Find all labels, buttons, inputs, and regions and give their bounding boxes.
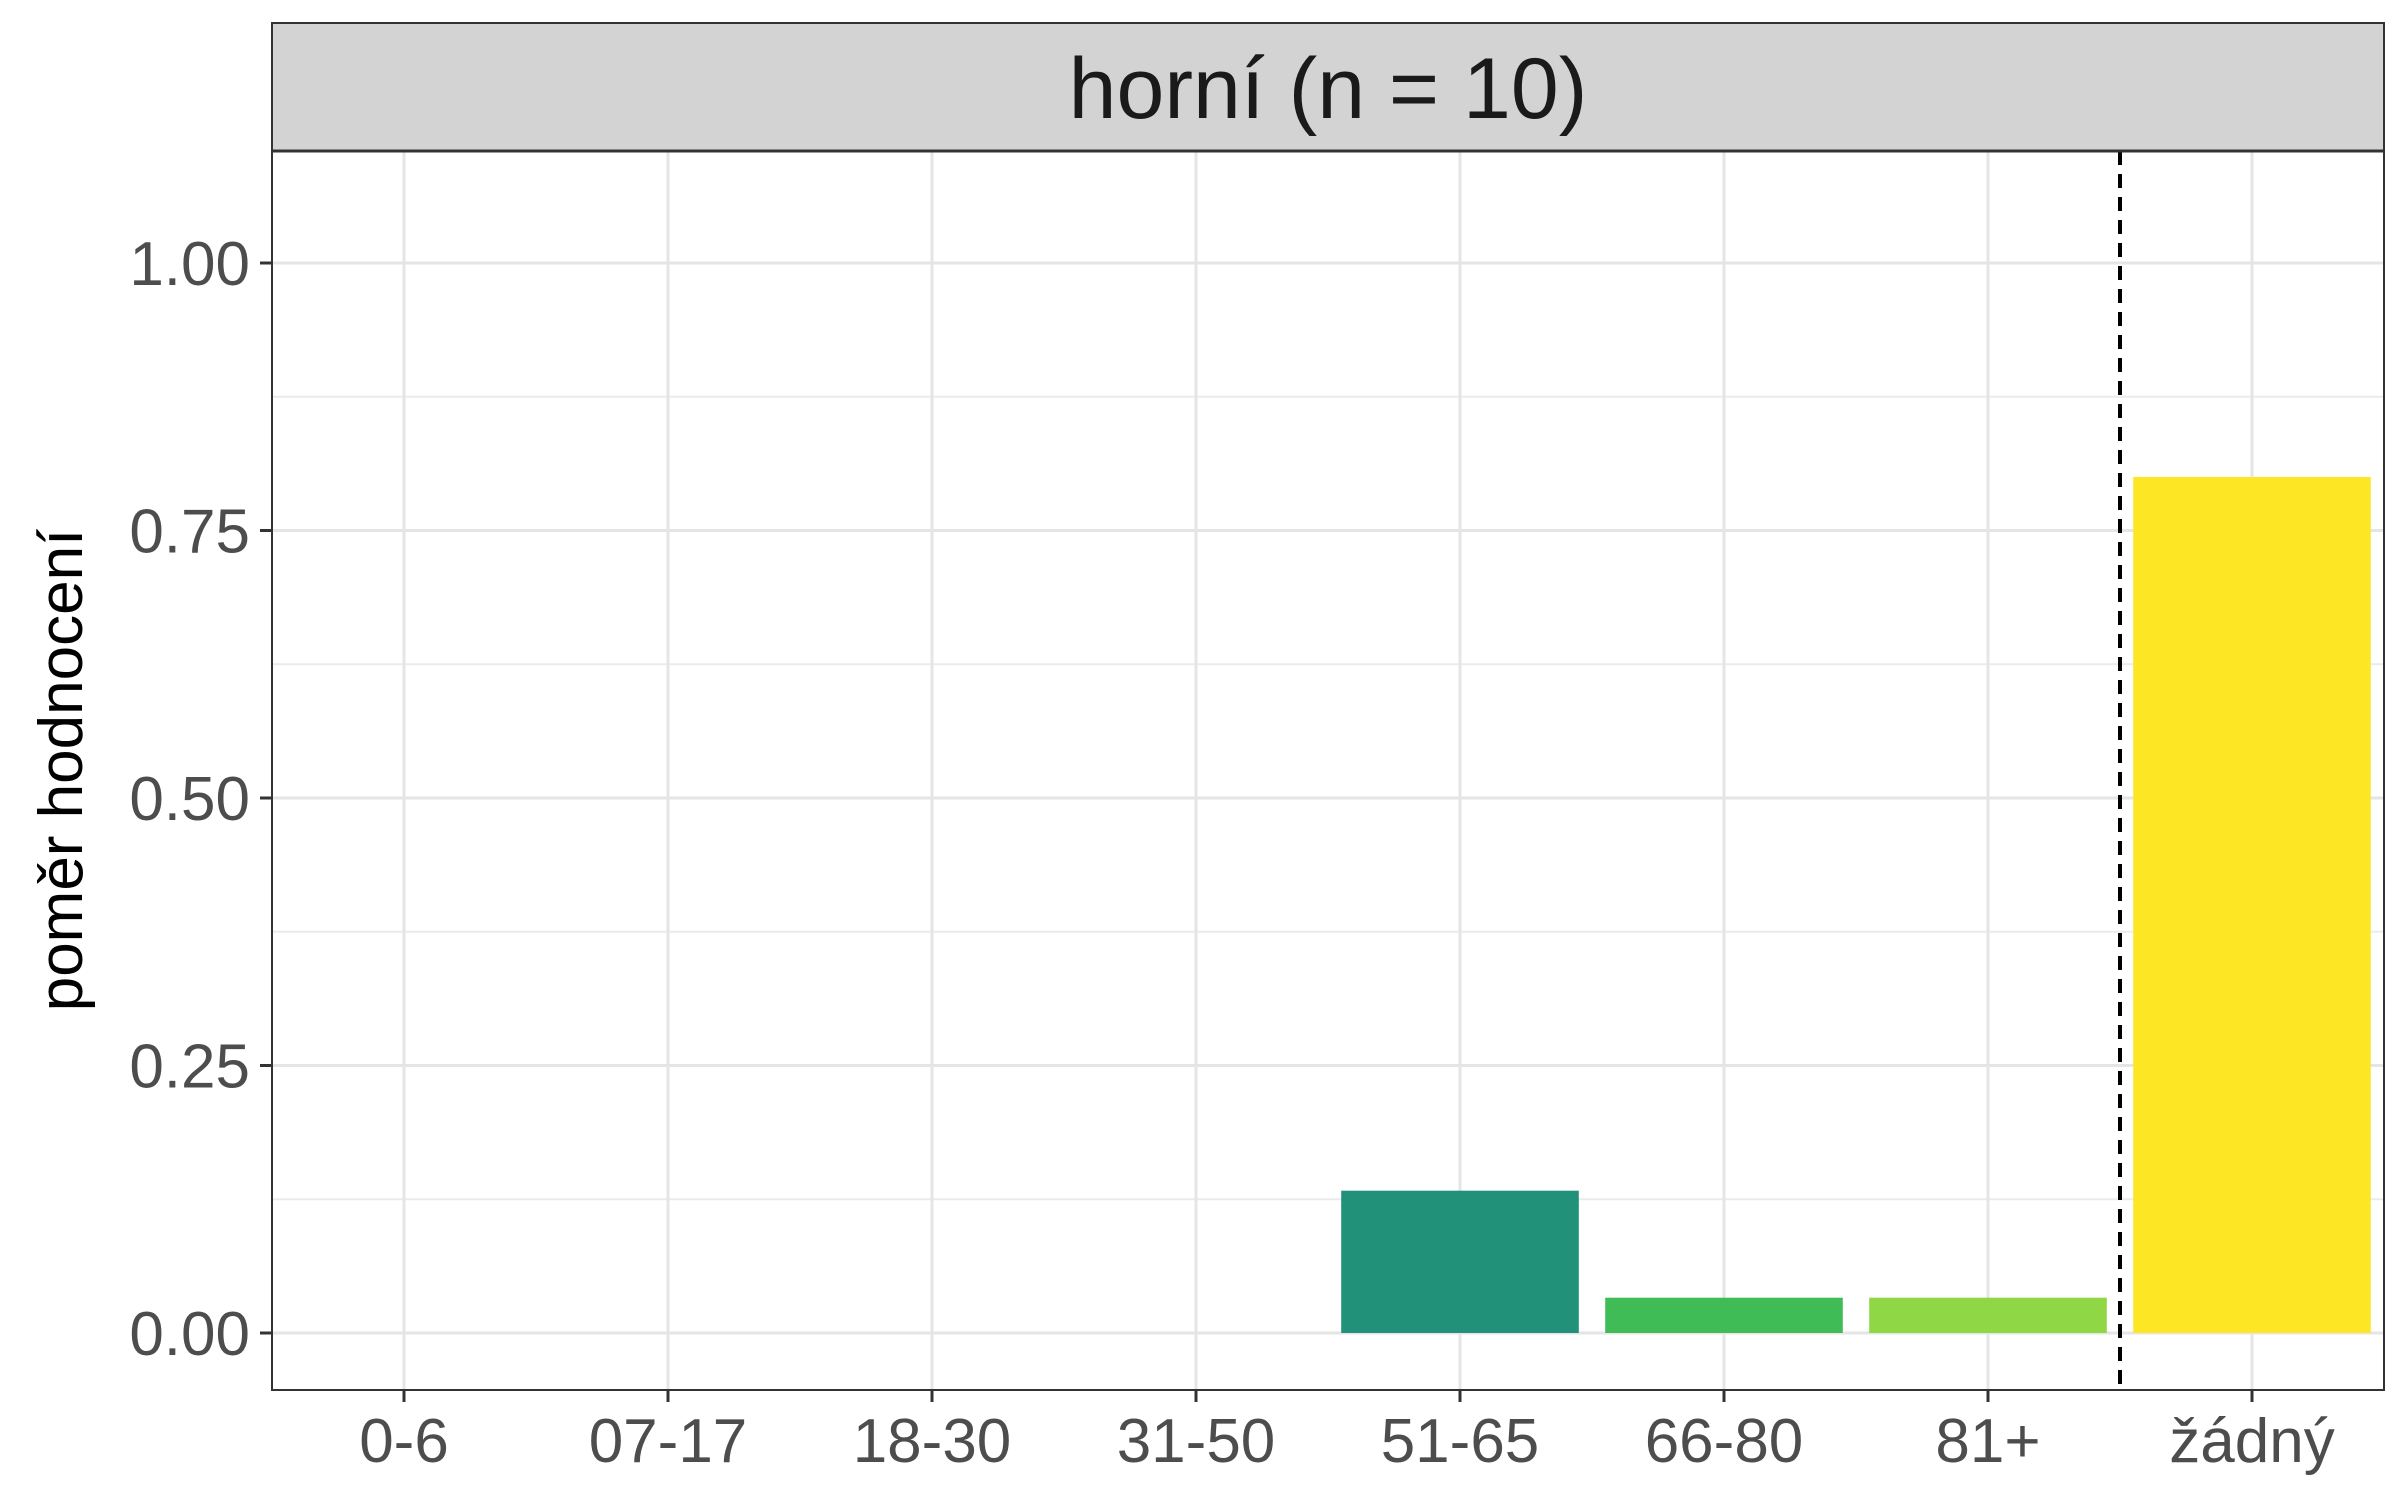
- facet-strip: [271, 22, 2385, 152]
- x-tick-label: 51-65: [1381, 1407, 1540, 1476]
- plot-panel: [272, 151, 2384, 1390]
- x-tick-label: 18-30: [853, 1407, 1012, 1476]
- x-tick-label: 31-50: [1117, 1407, 1276, 1476]
- facet-strip-label: horní (n = 10): [1069, 41, 1588, 137]
- x-tick-label: 66-80: [1645, 1407, 1804, 1476]
- bar-66-80: [1605, 1297, 1843, 1333]
- y-tick-label: 0.25: [129, 1033, 250, 1102]
- bars: [1341, 477, 2371, 1333]
- y-tick-label: 0.75: [129, 498, 250, 567]
- bar-51-65: [1341, 1190, 1579, 1333]
- x-tick-label: žádný: [2169, 1407, 2334, 1476]
- x-tick-label: 0-6: [359, 1407, 449, 1476]
- gridlines: [272, 151, 2384, 1390]
- x-tick-label: 07-17: [589, 1407, 748, 1476]
- y-tick-label: 0.00: [129, 1300, 250, 1369]
- y-tick-label: 1.00: [129, 230, 250, 299]
- bar-81+: [1869, 1297, 2107, 1333]
- bar-žádný: [2133, 477, 2371, 1333]
- y-tick-label: 0.50: [129, 765, 250, 834]
- y-axis-title: poměr hodnocení: [27, 529, 96, 1012]
- x-tick-label: 81+: [1935, 1407, 2040, 1476]
- axes: 0.00 0.25 0.50 0.75 1.00 0-6 07-17 18-30 31-50 51…: [129, 230, 2334, 1476]
